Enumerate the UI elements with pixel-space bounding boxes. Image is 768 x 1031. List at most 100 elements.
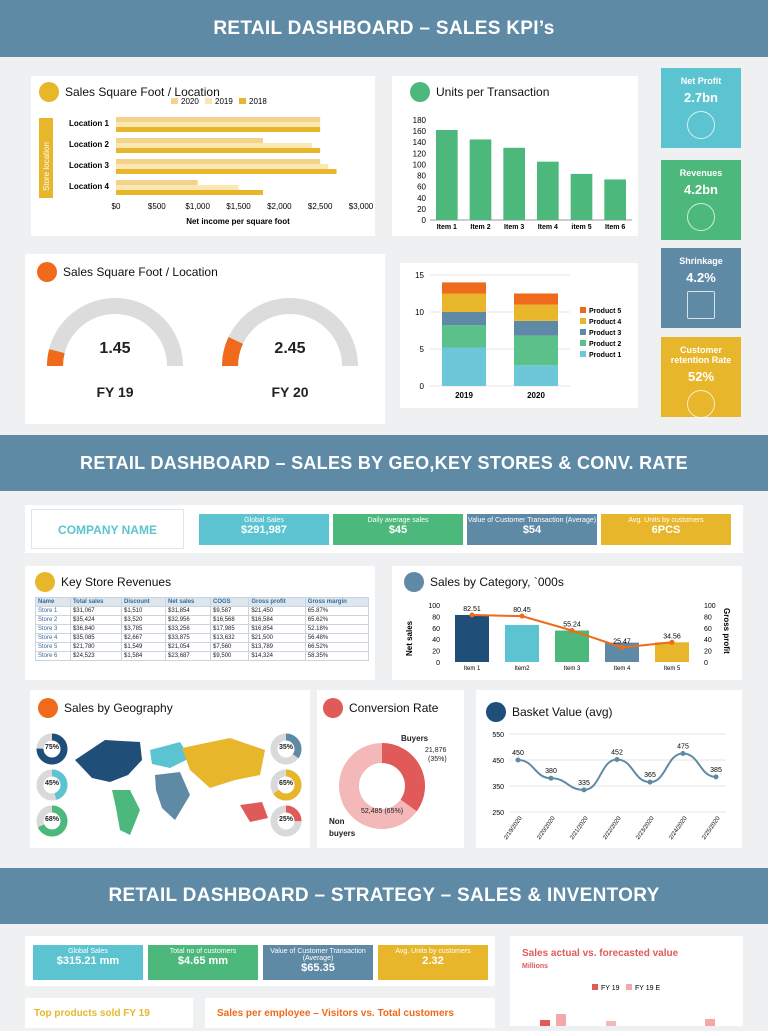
panel-title: Units per Transaction	[436, 85, 550, 99]
table-cell: $16,854	[248, 624, 306, 634]
line-point	[647, 779, 653, 785]
donut-fill	[36, 733, 68, 765]
legend-label: Product 5	[589, 308, 621, 315]
panel-title: Sales Square Foot / Location	[65, 85, 220, 99]
line-point	[680, 751, 686, 756]
table-cell: Store 3	[35, 624, 71, 634]
region-donut	[36, 805, 68, 837]
legend-label: FY 19 E	[635, 985, 660, 992]
legend-label: Product 3	[589, 330, 621, 337]
legend-swatch	[580, 340, 586, 346]
legend-swatch	[580, 318, 586, 324]
tile-value: $54	[522, 524, 542, 536]
tick-label: 0	[422, 216, 427, 225]
line-point	[669, 639, 675, 645]
legend-swatch	[239, 98, 246, 104]
y-axis-label: Store location	[42, 142, 51, 191]
kpi-card: Shrinkage 4.2%	[661, 248, 741, 328]
tile-label: Global Sales	[244, 517, 284, 524]
non-buyers-label: Non buyers	[329, 816, 355, 840]
tick-label: 550	[492, 732, 504, 739]
panel-title: Sales per employee – Visitors vs. Total …	[217, 1008, 454, 1019]
panel-title: Basket Value (avg)	[512, 705, 613, 719]
tick-label: 0	[436, 660, 440, 667]
table-cell: $35,085	[69, 633, 123, 643]
buyers-value: 21,876	[425, 747, 447, 754]
category-label: Location 1	[69, 119, 110, 128]
kpi-label: Shrinkage	[679, 256, 723, 266]
tick-label: $1,500	[226, 202, 251, 211]
table-cell: $17,985	[210, 624, 250, 634]
bar	[555, 630, 589, 662]
bar	[556, 1014, 566, 1026]
panel-title: Sales Square Foot / Location	[63, 265, 218, 279]
bar-segment	[442, 312, 486, 326]
bar	[537, 161, 559, 220]
category-label: Item 3	[564, 666, 581, 672]
table-row: Store 2 $35,424 $3,520 $32,956 $16,568 $16,58…	[35, 615, 370, 625]
key-store-panel: Key Store Revenues Name Total sales Discou…	[25, 566, 375, 680]
category-label: Item 3	[504, 224, 524, 231]
table-cell: $13,632	[210, 633, 250, 643]
legend-item: Product 2	[580, 340, 621, 348]
legend-item: Product 5	[580, 307, 621, 315]
section-banner: RETAIL DASHBOARD – STRATEGY – SALES & IN…	[0, 868, 768, 924]
gauge-fy20	[222, 298, 358, 367]
tick-label: 5	[420, 345, 425, 354]
tile-value: $315.21 mm	[56, 955, 120, 967]
bar	[540, 1020, 550, 1026]
table-header: Name	[35, 597, 71, 607]
tile-label: Global Sales	[68, 948, 108, 955]
table-cell: $16,568	[210, 615, 250, 625]
legend-item: 2018	[239, 97, 267, 106]
table-cell: Store 6	[35, 651, 71, 661]
units-bar-chart: 0 20 40 60 80 100 120 140 160 180 Item 1 Item 2 Item…	[413, 116, 632, 231]
table-cell: $2,667	[120, 633, 167, 643]
line-point	[619, 644, 625, 650]
donut-label: 45%	[44, 780, 59, 787]
gauge-card: 2.45 FY 20	[207, 294, 373, 408]
company-name: COMPANY NAME	[31, 509, 184, 549]
bar	[116, 190, 263, 195]
table-cell: $31,067	[69, 606, 123, 616]
data-label: 34.56	[663, 633, 681, 640]
table-cell: $21,500	[248, 633, 306, 643]
donut-label: 65%	[278, 780, 293, 787]
bar	[116, 185, 239, 190]
data-label: 452	[611, 749, 623, 756]
gauge-card: 1.45 FY 19	[32, 294, 198, 408]
category-label: Item 2	[470, 224, 490, 231]
line-point	[581, 787, 587, 793]
donut-fill	[36, 805, 68, 837]
shrink-arrow-icon	[687, 291, 715, 319]
table-cell: 58.35%	[304, 651, 370, 661]
category-label: 2019	[455, 391, 473, 400]
table-cell: $14,324	[248, 651, 306, 661]
table-cell: $16,584	[248, 615, 306, 625]
donut-label: 35%	[278, 744, 293, 751]
forecast-panel: Sales actual vs. forecasted value Millio…	[510, 936, 743, 1026]
bar-segment	[442, 293, 486, 312]
bar	[116, 138, 263, 143]
legend-item: FY 19	[592, 984, 620, 992]
stacked-products-panel: 0 5 10 15 2019 2020 Product 5 Product 4 Product …	[400, 263, 638, 408]
metric-tile: Avg. Units by customers 2.32	[378, 945, 488, 980]
y2-axis-label: Gross profit	[722, 608, 731, 654]
donut-label: 25%	[278, 816, 293, 823]
tick-label: 40	[417, 194, 426, 203]
bar	[436, 130, 458, 220]
sales-per-employee-panel: Sales per employee – Visitors vs. Total …	[205, 998, 495, 1028]
tag-icon	[404, 572, 424, 592]
category-label: Item 4	[614, 666, 631, 672]
layers-icon	[39, 82, 59, 102]
tick-label: 450	[492, 758, 504, 765]
table-cell: $13,789	[248, 642, 306, 652]
category-label: item 5	[571, 224, 591, 231]
legend-label: FY 19	[601, 985, 620, 992]
legend-label: 2019	[215, 97, 233, 106]
tick-label: $3,000	[349, 202, 374, 211]
money-cycle-icon	[687, 111, 715, 139]
bar	[604, 179, 626, 220]
tile-label: Value of Customer Transaction (Average)	[270, 948, 366, 962]
table-cell: Store 4	[35, 633, 71, 643]
